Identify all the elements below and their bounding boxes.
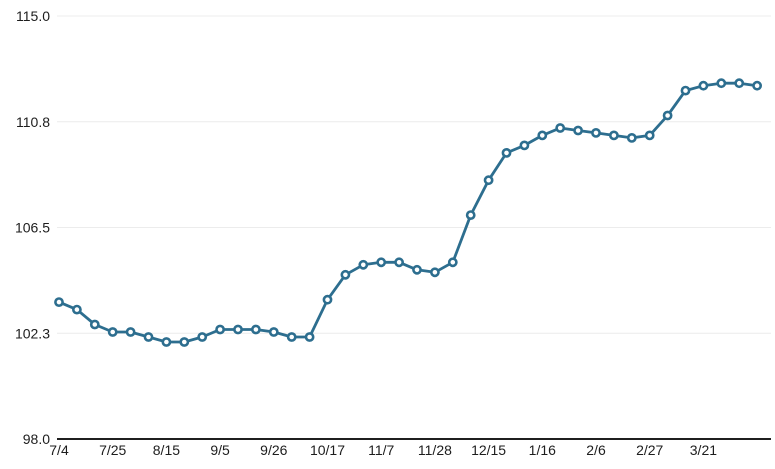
data-point-marker bbox=[107, 327, 118, 337]
y-tick-label: 98.0 bbox=[23, 431, 50, 447]
x-tick-label: 11/28 bbox=[418, 442, 452, 458]
x-tick-label: 10/17 bbox=[310, 442, 345, 458]
data-point-marker bbox=[555, 123, 566, 133]
data-point-marker bbox=[447, 257, 458, 268]
data-point-marker bbox=[752, 80, 762, 91]
y-tick-label: 102.3 bbox=[15, 325, 50, 341]
x-tick-label: 2/6 bbox=[586, 442, 606, 458]
x-tick-label: 7/4 bbox=[49, 442, 69, 458]
x-tick-label: 12/15 bbox=[471, 442, 506, 458]
x-tick-label: 11/7 bbox=[368, 442, 394, 458]
x-tick-label: 1/16 bbox=[529, 442, 556, 458]
data-point-marker bbox=[89, 319, 100, 330]
data-point-marker bbox=[465, 210, 476, 220]
data-point-marker bbox=[537, 130, 548, 141]
data-point-marker bbox=[519, 140, 530, 151]
y-tick-label: 115.0 bbox=[16, 8, 50, 24]
data-point-marker bbox=[644, 130, 655, 141]
y-tick-label: 110.8 bbox=[16, 114, 50, 130]
data-point-marker bbox=[680, 85, 691, 96]
x-tick-label: 8/15 bbox=[153, 442, 180, 458]
data-point-marker bbox=[591, 127, 601, 138]
data-point-marker bbox=[358, 259, 369, 270]
data-point-marker bbox=[322, 294, 333, 305]
data-point-marker bbox=[483, 175, 494, 186]
data-point-marker bbox=[340, 269, 351, 280]
data-point-marker bbox=[143, 332, 154, 342]
data-point-marker bbox=[233, 324, 243, 335]
data-point-marker bbox=[412, 264, 422, 275]
data-point-marker bbox=[161, 337, 172, 347]
data-point-marker bbox=[573, 125, 583, 136]
data-point-marker bbox=[716, 78, 727, 89]
data-point-marker bbox=[304, 332, 315, 342]
series-line bbox=[57, 81, 759, 344]
data-point-marker bbox=[662, 110, 673, 121]
data-point-marker bbox=[698, 80, 709, 91]
data-point-marker bbox=[394, 257, 404, 268]
data-point-marker bbox=[72, 304, 82, 315]
data-point-marker bbox=[429, 267, 440, 278]
data-point-marker bbox=[268, 327, 279, 337]
x-tick-label: 2/27 bbox=[636, 442, 663, 458]
data-point-marker bbox=[215, 324, 225, 335]
data-point-marker bbox=[609, 130, 619, 141]
data-point-marker bbox=[125, 327, 136, 337]
data-point-marker bbox=[626, 132, 637, 143]
data-point-marker bbox=[250, 324, 261, 335]
data-point-marker bbox=[501, 147, 512, 158]
data-point-marker bbox=[54, 297, 64, 307]
y-tick-label: 106.5 bbox=[15, 220, 50, 236]
x-tick-label: 9/5 bbox=[210, 442, 230, 458]
data-point-marker bbox=[197, 332, 208, 342]
data-point-marker bbox=[734, 78, 745, 89]
x-tick-label: 7/25 bbox=[99, 442, 126, 458]
x-tick-label: 3/21 bbox=[690, 442, 717, 458]
data-point-marker bbox=[376, 257, 387, 268]
data-point-marker bbox=[286, 332, 297, 342]
data-point-marker bbox=[179, 337, 190, 347]
x-tick-label: 9/26 bbox=[260, 442, 287, 458]
